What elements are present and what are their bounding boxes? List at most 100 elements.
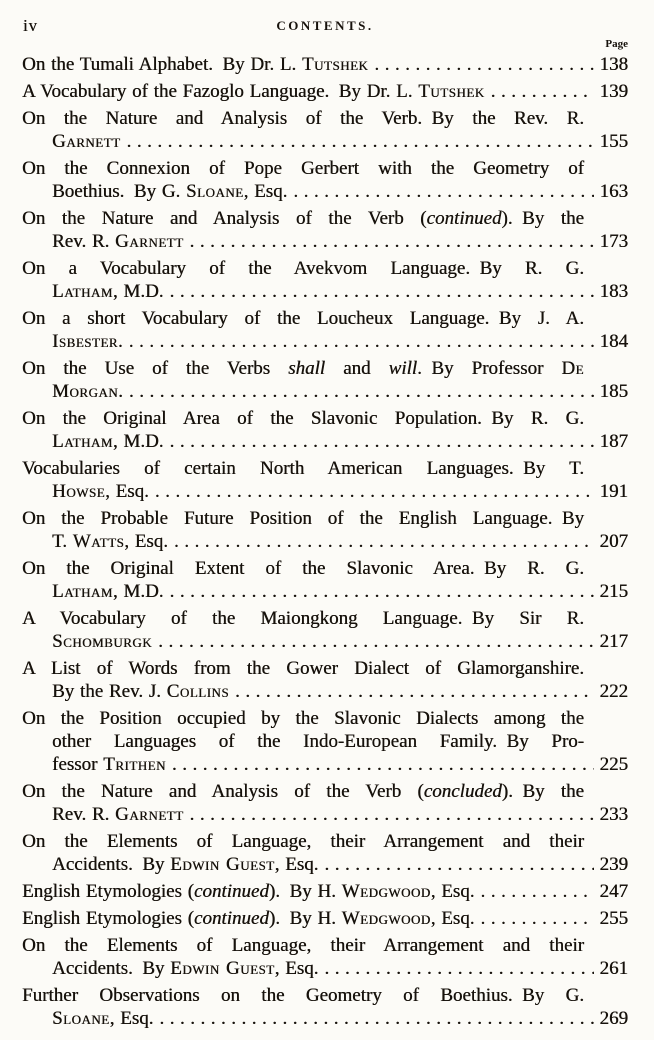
entry-last-line: Garnett.................................… (22, 130, 628, 153)
entry-line: On the Nature and Analysis of the Verb (… (22, 207, 628, 230)
entry-text: A Vocabulary of the Maiongkong Language.… (22, 608, 584, 629)
entry-text: On the Nature and Analysis of the Verb (… (22, 208, 584, 229)
entry-text: Garnett (52, 131, 121, 152)
toc-entry: Vocabularies of certain North American L… (22, 457, 628, 503)
folio-number: iv (23, 16, 38, 35)
entry-last-line: Sloane, Esq.............................… (22, 1007, 628, 1030)
toc-entry: A Vocabulary of the Maiongkong Language.… (22, 607, 628, 653)
entry-text: On the Elements of Language, their Arran… (22, 935, 584, 956)
entry-text: On the Use of the Verbs shall and will. … (22, 358, 584, 379)
entry-text: On the Original Area of the Slavonic Pop… (22, 408, 584, 429)
entry-line: On the Original Area of the Slavonic Pop… (22, 407, 628, 430)
dot-leader: ........................................… (490, 81, 594, 102)
dot-leader: ........................................… (324, 958, 594, 979)
entry-text: On the Nature and Analysis of the Verb (… (22, 781, 584, 802)
page-number: 215 (599, 581, 629, 602)
entry-text: other Languages of the Indo-European Fam… (52, 731, 584, 752)
dot-leader: ........................................… (169, 281, 594, 302)
toc-entry: On the Original Area of the Slavonic Pop… (22, 407, 628, 453)
entry-line: A List of Words from the Gower Dialect o… (22, 657, 628, 680)
entry-text: Morgan. (52, 381, 123, 402)
entry-text: On the Connexion of Pope Gerbert with th… (22, 158, 584, 179)
dot-leader: ........................................… (154, 481, 594, 502)
entry-text: Vocabularies of certain North American L… (22, 458, 584, 479)
entry-text: On a Vocabulary of the Avekvom Language.… (22, 258, 584, 279)
toc-entry: On the Connexion of Pope Gerbert with th… (22, 157, 628, 203)
entry-text: On the Probable Future Position of the E… (22, 508, 584, 529)
entry-last-line: Accidents. By Edwin Guest, Esq..........… (22, 853, 628, 876)
dot-leader: ........................................… (480, 908, 594, 929)
entry-text: On the Tumali Alphabet. By Dr. L. Tutshe… (22, 54, 369, 75)
entry-line: On the Original Extent of the Slavonic A… (22, 557, 628, 580)
entry-last-line: English Etymologies (continued). By H. W… (22, 880, 628, 903)
entry-text: English Etymologies (continued). By H. W… (22, 908, 475, 929)
entry-line: On a short Vocabulary of the Loucheux La… (22, 307, 628, 330)
entry-text: Sloane, Esq. (52, 1008, 154, 1029)
page-number: 139 (599, 81, 629, 102)
page-number: 187 (599, 431, 629, 452)
entry-text: Rev. R. Garnett (52, 231, 184, 252)
page-column-label: Page (605, 38, 628, 50)
page-number: 207 (599, 531, 629, 552)
dot-leader: ........................................… (189, 804, 594, 825)
entry-text: On the Nature and Analysis of the Verb. … (22, 108, 584, 129)
entry-line: On the Probable Future Position of the E… (22, 507, 628, 530)
entry-last-line: Latham, M.D.............................… (22, 280, 628, 303)
toc-entry: On the Original Extent of the Slavonic A… (22, 557, 628, 603)
entry-last-line: T. Watts, Esq...........................… (22, 530, 628, 553)
page-number: 239 (599, 854, 629, 875)
entry-text: Latham, M.D. (52, 431, 164, 452)
entry-last-line: Morgan..................................… (22, 380, 628, 403)
entry-text: On a short Vocabulary of the Loucheux La… (22, 308, 584, 329)
entry-text: English Etymologies (continued). By H. W… (22, 881, 475, 902)
entry-text: On the Position occupied by the Slavonic… (22, 708, 584, 729)
dot-leader: ........................................… (128, 331, 594, 352)
entry-text: Isbester. (52, 331, 123, 352)
page-number: 225 (599, 754, 629, 775)
entry-last-line: Rev. R. Garnett.........................… (22, 230, 628, 253)
entry-last-line: Accidents. By Edwin Guest, Esq..........… (22, 957, 628, 980)
dot-leader: ........................................… (171, 754, 594, 775)
entry-last-line: Latham, M.D.............................… (22, 580, 628, 603)
toc-list: On the Tumali Alphabet. By Dr. L. Tutshe… (22, 53, 628, 1030)
entry-line: A Vocabulary of the Maiongkong Language.… (22, 607, 628, 630)
entry-text: A Vocabulary of the Fazoglo Language. By… (22, 81, 485, 102)
toc-entry: On the Elements of Language, their Arran… (22, 934, 628, 980)
page-number: 183 (599, 281, 629, 302)
page-number: 255 (599, 908, 629, 929)
toc-entry: On the Probable Future Position of the E… (22, 507, 628, 553)
page-number: 191 (599, 481, 629, 502)
entry-text: Boethius. By G. Sloane, Esq. (52, 181, 288, 202)
dot-leader: ........................................… (480, 881, 594, 902)
entry-text: T. Watts, Esq. (52, 531, 168, 552)
dot-leader: ........................................… (374, 54, 594, 75)
entry-line: On the Elements of Language, their Arran… (22, 934, 628, 957)
toc-entry: On a short Vocabulary of the Loucheux La… (22, 307, 628, 353)
page-number: 173 (599, 231, 629, 252)
page-number: 185 (599, 381, 629, 402)
page-number: 163 (599, 181, 629, 202)
entry-last-line: Latham, M.D.............................… (22, 430, 628, 453)
entry-text: By the Rev. J. Collins (52, 681, 230, 702)
entry-text: On the Original Extent of the Slavonic A… (22, 558, 584, 579)
dot-leader: ........................................… (324, 854, 594, 875)
page-number: 233 (599, 804, 629, 825)
entry-last-line: Schomburgk..............................… (22, 630, 628, 653)
entry-last-line: A Vocabulary of the Fazoglo Language. By… (22, 80, 628, 103)
entry-last-line: Howse, Esq..............................… (22, 480, 628, 503)
entry-line: Further Observations on the Geometry of … (22, 984, 628, 1007)
entry-line: On the Connexion of Pope Gerbert with th… (22, 157, 628, 180)
dot-leader: ........................................… (159, 1008, 594, 1029)
page-number: 261 (599, 958, 629, 979)
entry-line: On the Elements of Language, their Arran… (22, 830, 628, 853)
entry-line: On the Use of the Verbs shall and will. … (22, 357, 628, 380)
toc-entry: English Etymologies (continued). By H. W… (22, 880, 628, 903)
page-number: 155 (599, 131, 629, 152)
entry-line: On a Vocabulary of the Avekvom Language.… (22, 257, 628, 280)
dot-leader: ........................................… (128, 381, 594, 402)
toc-entry: A Vocabulary of the Fazoglo Language. By… (22, 80, 628, 103)
entry-line: On the Nature and Analysis of the Verb. … (22, 107, 628, 130)
page-number: 269 (599, 1008, 629, 1029)
entry-last-line: Boethius. By G. Sloane, Esq.............… (22, 180, 628, 203)
